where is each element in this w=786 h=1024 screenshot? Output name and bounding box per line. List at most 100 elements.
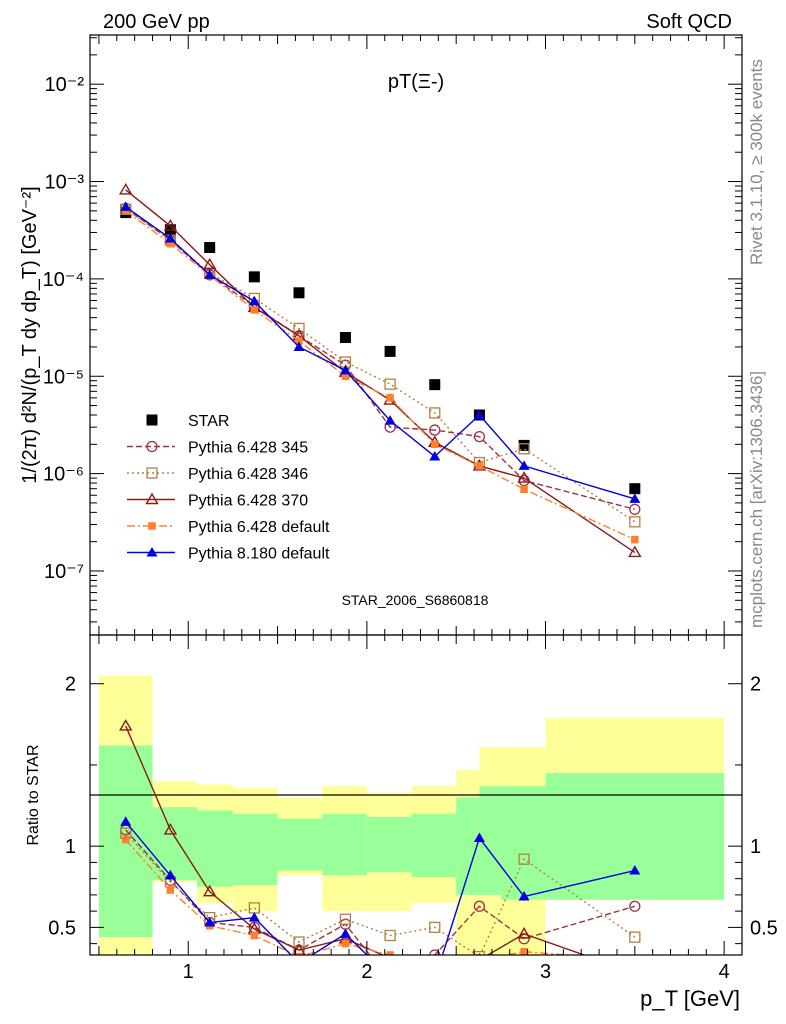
data-point: [475, 462, 484, 470]
data-point: [431, 440, 439, 449]
ratio-point: [629, 900, 641, 912]
legend-marker: [146, 440, 158, 453]
data-point: [629, 503, 641, 515]
ratio-point: [121, 835, 130, 844]
ratio-point: [339, 928, 351, 938]
main-y-tick-label: 10⁻⁶: [43, 464, 84, 486]
legend-marker: [145, 492, 159, 505]
data-point: [429, 407, 441, 419]
ratio-point: [518, 891, 530, 901]
series-line: [125, 210, 636, 541]
ratio-point: [473, 832, 485, 843]
ratio-y-tick-label-right: 2: [750, 674, 761, 696]
main-y-label: 1/(2π) d²N/(p_T dy dp_T) [GeV⁻²]: [19, 186, 41, 483]
main-panel: 10⁻² 10⁻³ 10⁻⁴ 10⁻⁵ 10⁻⁶ 10⁻⁷ pT(Ξ-) STAR_200…: [19, 34, 743, 636]
ratio-point: [629, 967, 640, 977]
ratio-y-tick-label: 1: [65, 836, 76, 858]
x-tick-label: 4: [719, 961, 730, 983]
ratio-point: [385, 972, 396, 982]
uncertainty-band-inner: [456, 797, 480, 895]
data-point: [339, 332, 351, 344]
data-point: [520, 485, 528, 494]
ratio-point: [473, 900, 486, 912]
ratio-point: [478, 952, 481, 955]
ratio-ticks: 0.5 0.5 1 1 2 2 1 2 3 4: [48, 35, 778, 983]
data-point: [518, 443, 530, 455]
ratio-point: [293, 936, 305, 948]
data-point: [631, 535, 639, 544]
uncertainty-band-inner: [277, 818, 323, 871]
ratio-y-label: Ratio to STAR: [25, 744, 42, 845]
legend-marker: [146, 414, 158, 426]
main-y-tick-label: 10⁻⁵: [43, 366, 84, 388]
ratio-y-tick-label-right: 1: [750, 836, 761, 858]
ratio-point: [384, 929, 396, 942]
ratio-series: [119, 719, 641, 986]
ratio-point: [119, 719, 133, 731]
data-point: [384, 345, 396, 357]
uncertainty-band-inner: [479, 786, 501, 895]
ratio-y-tick-label: 0.5: [48, 917, 76, 939]
data-point: [202, 257, 217, 270]
legend-label: Pythia 6.428 370: [188, 493, 308, 510]
ratio-point: [473, 950, 486, 955]
ratio-point: [631, 956, 639, 964]
main-series: [119, 183, 642, 558]
data-point: [518, 460, 530, 470]
main-y-tick-label: 10⁻⁴: [43, 269, 84, 291]
ratio-y-tick-label: 2: [65, 674, 76, 696]
legend: STAR Pythia 6.428 345 Pythia 6.428 346 Pyth…: [127, 413, 330, 563]
legend-marker: [146, 467, 158, 479]
ratio-point: [385, 976, 395, 986]
legend-label: STAR: [188, 413, 229, 430]
x-tick-label: 2: [361, 961, 372, 983]
data-point: [384, 415, 396, 425]
legend-label: Pythia 6.428 346: [188, 466, 308, 483]
uncertainty-band-inner: [197, 810, 233, 887]
data-point: [163, 219, 178, 231]
data-point: [384, 378, 396, 390]
x-tick-label: 1: [183, 961, 194, 983]
main-y-tick-label: 10⁻⁷: [44, 561, 84, 583]
data-point: [204, 269, 216, 279]
header-right: Soft QCD: [646, 11, 732, 33]
data-point: [164, 232, 176, 243]
data-point: [518, 439, 530, 451]
ratio-point: [163, 823, 178, 835]
watermark: STAR_2006_S6860818: [342, 592, 489, 608]
series-line: [125, 207, 635, 510]
rivet-label: Rivet 3.1.10, ≥ 300k events: [747, 59, 766, 265]
ratio-point: [629, 931, 641, 943]
ratio-point: [476, 956, 484, 964]
ratio-point: [431, 966, 439, 974]
ratio-point: [164, 869, 176, 880]
data-point: [629, 516, 641, 528]
ratio-point: [520, 948, 528, 955]
uncertainty-band-inner: [411, 813, 457, 878]
legend-label: Pythia 8.180 default: [188, 546, 330, 563]
ratio-point: [202, 884, 217, 897]
data-point: [339, 364, 351, 375]
ratio-point: [204, 917, 216, 927]
legend-label: Pythia 6.428 345: [188, 440, 308, 457]
x-tick-label: 3: [540, 961, 551, 983]
ratio-point: [166, 886, 175, 894]
data-point: [429, 424, 441, 436]
ratio-line: [125, 725, 587, 955]
ratio-point: [517, 926, 531, 939]
ratio-series-group: [119, 719, 641, 986]
uncertainty-band-inner: [366, 816, 412, 873]
plot-title: pT(Ξ-): [388, 71, 444, 93]
data-point: [293, 287, 305, 299]
uncertainty-band-inner: [232, 813, 278, 886]
data-point: [293, 322, 305, 335]
data-point: [386, 394, 394, 402]
data-point: [248, 295, 260, 306]
ratio-frame: [89, 634, 743, 956]
data-point: [248, 271, 260, 283]
data-point: [628, 545, 642, 558]
data-point: [629, 493, 641, 503]
main-y-tick-label: 10⁻²: [45, 74, 85, 96]
ratio-point: [429, 921, 441, 934]
